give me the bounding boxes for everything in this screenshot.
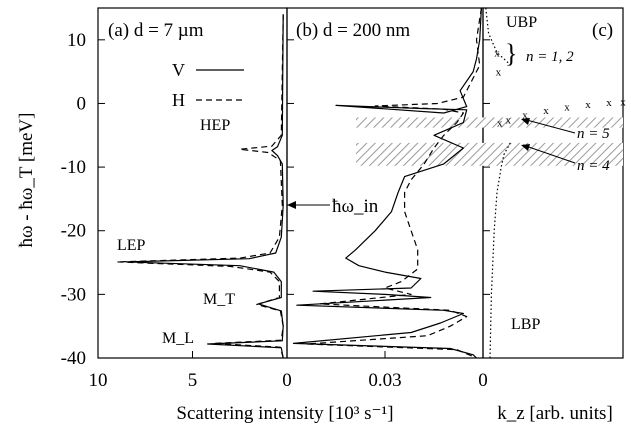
panel-a-frame (97, 7, 288, 359)
y-axis-label: ħω - ħω_T [meV] (16, 113, 37, 248)
shaded-bands (356, 117, 623, 166)
y-axis-ticks: -40 -30 -20 -10 0 10 (61, 30, 490, 369)
annotation-lep: LEP (117, 237, 146, 254)
panel-c-label: (c) (592, 20, 613, 41)
series-line-2-lbp (489, 141, 512, 359)
series-line-1-v (292, 7, 482, 359)
shaded-band-0 (356, 117, 623, 128)
x-axis-label-kz: k_z [arb. units] (497, 403, 613, 424)
panel-c-frame (482, 7, 624, 359)
series-point: x (620, 97, 626, 109)
annotation-brace: } (505, 39, 517, 68)
x-tick-label: 0 (478, 370, 488, 391)
legend-entry-v: V (172, 60, 185, 80)
series-line-0-h (116, 14, 284, 359)
legend-entry-h: H (172, 90, 185, 110)
y-tick-label: -30 (61, 284, 86, 305)
annotation-arrow-n5 (522, 118, 576, 134)
panel-b-label: (b) d = 200 nm (296, 20, 410, 41)
arrow-head-n5 (521, 118, 530, 125)
x-axis-label-intensity: Scattering intensity [10³ s⁻¹] (176, 403, 393, 424)
series-point: x (522, 109, 528, 121)
arrow-head-omega-in (287, 201, 296, 209)
panel-a-label: (a) d = 7 µm (108, 20, 204, 41)
series-layer: xxx x x x x x x x (116, 7, 626, 359)
series-point: x (505, 114, 511, 126)
annotation-arrow-n4 (522, 144, 576, 164)
annotation-n12: n = 1, 2 (526, 49, 574, 65)
annotation-lbp: LBP (511, 316, 540, 333)
annotation-ml: M_L (162, 330, 194, 347)
shaded-band-1 (356, 142, 623, 166)
annotation-omega-in: ħω_in (332, 196, 379, 217)
annotation-ubp: UBP (506, 14, 537, 31)
arrow-head-n4 (521, 144, 530, 151)
y-tick-label: -40 (61, 348, 86, 369)
series-point: x (606, 97, 612, 109)
y-tick-label: -20 (61, 221, 86, 242)
series-point: x (494, 48, 500, 60)
x-axis-ticks: 10 5 0 0.03 0 (89, 351, 488, 391)
y-tick-label: 10 (67, 30, 86, 51)
series-point: x (496, 67, 502, 79)
series-point: x (585, 99, 591, 111)
annotation-hep: HEP (200, 117, 230, 134)
x-tick-label: 10 (89, 370, 108, 391)
series-point: x (497, 118, 503, 130)
x-tick-label: 0 (282, 370, 292, 391)
series-point: x (543, 105, 549, 117)
series-line-2-ubp (485, 7, 512, 66)
y-tick-label: -10 (61, 157, 86, 178)
series-line-1-h (306, 7, 482, 359)
y-tick-label: 0 (77, 93, 87, 114)
annotation-mt: M_T (203, 291, 235, 308)
series-point: x (564, 102, 570, 114)
annotation-n5: n = 5 (577, 126, 610, 142)
annotation-n4: n = 4 (577, 158, 610, 174)
x-tick-label: 0.03 (368, 370, 401, 391)
x-tick-label: 5 (188, 370, 198, 391)
